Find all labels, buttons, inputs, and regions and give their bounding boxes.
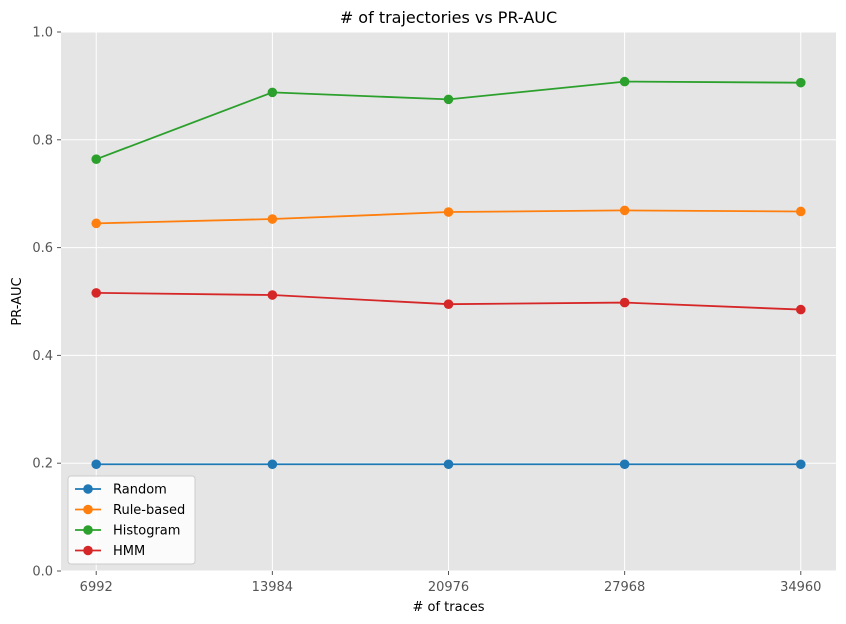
data-point xyxy=(267,459,278,470)
data-point xyxy=(267,87,278,98)
legend-item: Random xyxy=(75,483,167,498)
data-point xyxy=(91,288,102,298)
y-tick-label: 0.2 xyxy=(32,457,53,472)
legend-label: Random xyxy=(113,483,167,498)
y-tick-label: 0.4 xyxy=(32,349,53,364)
data-point xyxy=(91,218,102,229)
y-tick-label: 0.8 xyxy=(32,133,53,148)
x-axis-ticks: 6992 13984 20976 27968 34960 xyxy=(80,571,821,595)
x-axis-label: # of traces xyxy=(412,600,484,615)
legend-marker xyxy=(83,484,93,494)
series-lines xyxy=(91,76,806,470)
data-point xyxy=(443,94,454,105)
data-point xyxy=(619,297,630,308)
data-point xyxy=(619,205,630,216)
legend-label: Rule-based xyxy=(113,503,185,518)
y-axis-ticks: 0.0 0.2 0.4 0.6 0.8 1.0 xyxy=(32,26,61,580)
series-rule-based xyxy=(91,205,806,229)
legend-marker xyxy=(83,504,93,515)
legend-box xyxy=(67,475,196,565)
series-hmm xyxy=(91,288,806,315)
x-tick-label: 6992 xyxy=(80,580,113,595)
legend-marker xyxy=(83,525,93,535)
x-tick-label: 13984 xyxy=(252,580,293,595)
y-tick-label: 1.0 xyxy=(32,26,53,41)
data-point xyxy=(795,77,806,88)
x-tick-label: 34960 xyxy=(780,580,821,595)
data-point xyxy=(443,459,454,470)
legend-marker xyxy=(83,545,93,556)
data-point xyxy=(443,207,454,217)
y-tick-label: 0.6 xyxy=(32,241,53,256)
data-point xyxy=(91,459,102,470)
data-point xyxy=(795,206,806,217)
legend-label: Histogram xyxy=(113,524,180,539)
y-tick-label: 0.0 xyxy=(32,565,53,580)
x-tick-label: 20976 xyxy=(428,580,469,595)
x-tick-label: 27968 xyxy=(604,580,645,595)
legend: Random Rule-based Histogram HMM xyxy=(67,475,196,565)
y-axis-label: PR-AUC xyxy=(10,277,25,325)
data-point xyxy=(91,154,102,165)
legend-item: HMM xyxy=(75,544,145,559)
legend-item: Histogram xyxy=(75,524,180,539)
data-point xyxy=(267,214,278,224)
data-point xyxy=(795,304,806,315)
data-point xyxy=(619,459,630,470)
series-random xyxy=(91,459,806,470)
data-point xyxy=(795,459,806,470)
data-point xyxy=(443,299,454,309)
data-point xyxy=(619,76,630,87)
legend-label: HMM xyxy=(113,544,145,559)
data-point xyxy=(267,290,278,300)
chart-title: # of trajectories vs PR-AUC xyxy=(340,8,557,27)
legend-item: Rule-based xyxy=(75,503,185,518)
series-histogram xyxy=(91,76,806,165)
